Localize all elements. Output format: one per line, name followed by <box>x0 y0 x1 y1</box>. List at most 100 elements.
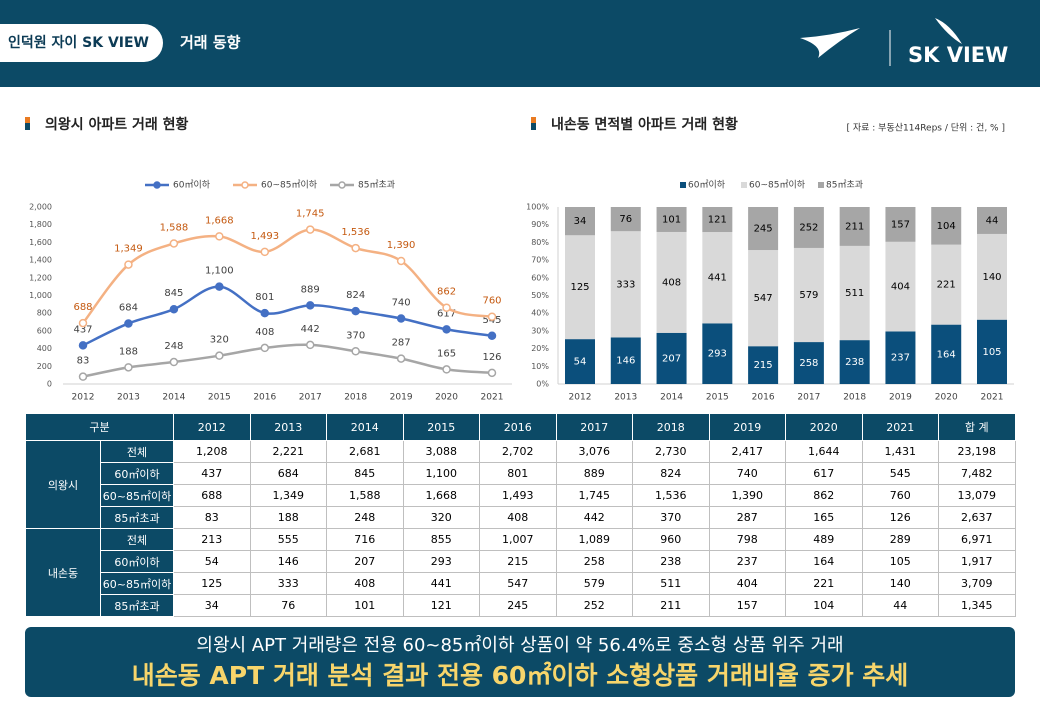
header-cell: 2012 <box>173 413 251 441</box>
data-label: 140 <box>982 272 1001 283</box>
section-title: 내손동 면적별 아파트 거래 현황 <box>551 116 738 133</box>
data-label: 248 <box>164 341 183 352</box>
point <box>442 365 451 374</box>
point <box>351 347 360 356</box>
table-cell: 716 <box>326 528 404 551</box>
point <box>260 308 270 318</box>
y-tick-label: 1,800 <box>29 220 52 229</box>
section-title: 의왕시 아파트 거래 현황 <box>45 116 189 133</box>
legend-label: 60~85㎡이하 <box>261 180 318 191</box>
table-cell: 1,390 <box>708 484 786 507</box>
header-cell: 2021 <box>861 413 939 441</box>
y-tick-label: 20% <box>531 344 549 353</box>
point <box>169 239 179 248</box>
data-label: 617 <box>437 308 456 319</box>
table-cell: 1,745 <box>555 484 633 507</box>
header-band <box>0 0 1040 87</box>
table-cell: 545 <box>861 462 939 485</box>
row-label: 60㎡이하 <box>100 550 174 573</box>
data-label: 54 <box>574 357 587 368</box>
header-cell: 2019 <box>708 413 786 441</box>
header-cell: 합 계 <box>938 413 1016 441</box>
data-label: 164 <box>937 349 956 360</box>
table-cell: 1,349 <box>249 484 327 507</box>
summary-highlight: 내손동 APT 거래 분석 결과 전용 60㎡이하 소형상품 거래비율 증가 추… <box>131 661 909 690</box>
table-cell: 13,079 <box>938 484 1016 507</box>
header-cell: 2014 <box>326 413 404 441</box>
data-label: 157 <box>891 219 910 230</box>
y-tick-label: 2,000 <box>29 203 52 212</box>
table-cell: 3,076 <box>555 440 633 463</box>
table-cell: 555 <box>249 528 327 551</box>
data-label: 125 <box>570 282 589 293</box>
data-label: 320 <box>210 335 229 346</box>
data-label: 862 <box>437 287 456 298</box>
table-cell: 252 <box>555 594 633 617</box>
point <box>260 247 270 257</box>
point <box>78 341 88 350</box>
table-cell: 2,730 <box>632 440 710 463</box>
y-tick-label: 400 <box>37 344 52 353</box>
table-cell: 1,089 <box>555 528 633 551</box>
summary-box: 의왕시 APT 거래량은 전용 60~85㎡이하 상품이 약 56.4%로 중소… <box>25 627 1015 697</box>
bar-segment <box>839 207 870 246</box>
group-cell: 의왕시 <box>25 440 101 529</box>
point <box>260 343 270 353</box>
data-label: 740 <box>392 298 411 309</box>
x-tick-label: 2017 <box>797 393 820 403</box>
table-cell: 2,702 <box>479 440 557 463</box>
bar-segment <box>565 235 595 340</box>
table-cell: 2,637 <box>938 506 1016 529</box>
table-cell: 889 <box>555 462 633 485</box>
bar-segment <box>839 340 870 384</box>
y-tick-label: 1,000 <box>29 291 52 300</box>
x-tick-label: 2014 <box>162 393 185 403</box>
table-cell: 408 <box>326 572 404 595</box>
table-cell: 6,971 <box>938 528 1016 551</box>
header-badge <box>0 24 163 62</box>
table-cell: 855 <box>402 528 480 551</box>
data-label: 126 <box>482 352 501 363</box>
legend-swatch <box>680 182 686 188</box>
table-cell: 1,493 <box>479 484 557 507</box>
data-label: 801 <box>255 292 274 303</box>
data-label: 34 <box>574 216 587 227</box>
point <box>124 260 133 269</box>
header-row: 구분 2012 2013 2014 2015 2016 2017 2018 2019 2020 20… <box>25 413 1016 441</box>
table-cell: 2,681 <box>326 440 404 463</box>
x-tick-label: 2019 <box>390 393 413 403</box>
bar-segment <box>977 207 1007 234</box>
data-label: 221 <box>937 280 956 291</box>
data-label: 258 <box>799 358 818 369</box>
data-label: 688 <box>73 302 92 313</box>
x-tick-label: 2015 <box>706 393 729 403</box>
header-title: 거래 동향 <box>180 34 241 52</box>
series-line <box>82 343 493 378</box>
data-label: 104 <box>937 221 956 232</box>
x-tick-label: 2017 <box>299 393 322 403</box>
table-row: 내손동 전체 213 555 716 855 1,007 1,089 960 798 489 289 6… <box>25 528 1016 617</box>
row-label: 60㎡이하 <box>100 462 174 485</box>
data-table: 구분 2012 2013 2014 2015 2016 2017 2018 2019 2020 20… <box>25 413 1016 617</box>
table-cell: 801 <box>479 462 557 485</box>
data-label: 824 <box>346 290 365 301</box>
data-label: 684 <box>119 302 138 313</box>
logo-wing <box>935 18 962 44</box>
group-cell: 내손동 <box>25 528 101 617</box>
data-label: 404 <box>891 282 910 293</box>
x-tick-label: 2018 <box>344 393 367 403</box>
table-cell: 207 <box>326 550 404 573</box>
data-label: 211 <box>845 221 864 232</box>
table-cell: 157 <box>708 594 786 617</box>
table-cell: 617 <box>785 462 863 485</box>
legend-marker <box>338 181 346 189</box>
x-tick-label: 2021 <box>481 393 504 403</box>
bar-segment <box>793 207 824 248</box>
y-tick-label: 70% <box>531 256 549 265</box>
data-label: 1,493 <box>250 231 279 242</box>
legend-marker <box>153 181 161 189</box>
y-tick-label: 30% <box>531 326 549 335</box>
legend-label: 60~85㎡이하 <box>749 180 806 191</box>
